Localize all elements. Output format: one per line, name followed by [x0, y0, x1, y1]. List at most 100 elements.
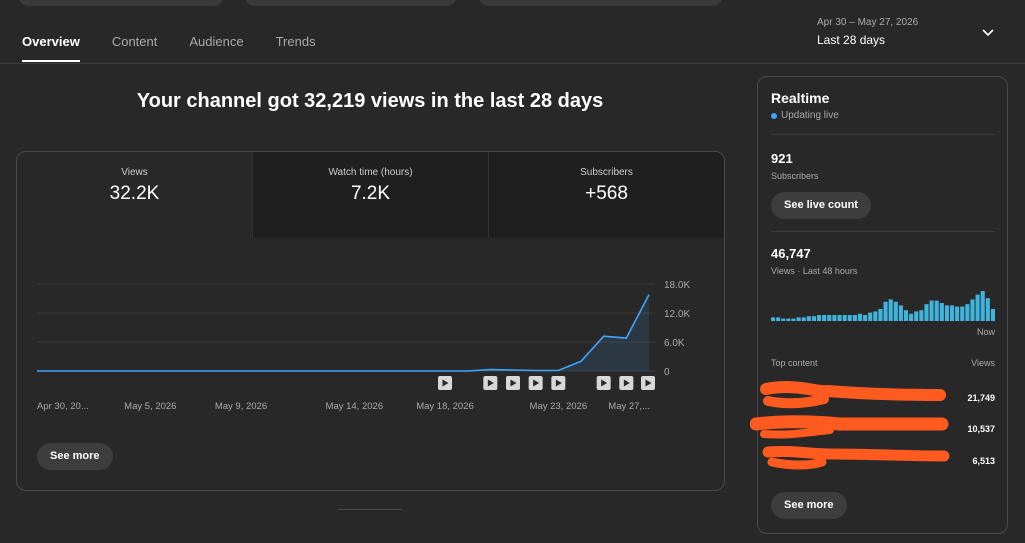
realtime-bar — [878, 309, 883, 321]
realtime-bar — [832, 315, 837, 321]
metric-tabs: Views 32.2K Watch time (hours) 7.2K Subs… — [17, 152, 724, 238]
metric-label: Watch time (hours) — [328, 167, 413, 178]
top-content-views: 6,513 — [972, 456, 995, 466]
x-tick-label: May 23, 2026 — [530, 401, 588, 412]
realtime-bar — [909, 313, 914, 321]
tab-trends[interactable]: Trends — [275, 34, 316, 49]
realtime-views-bar-chart — [771, 291, 995, 321]
realtime-card: Realtime Updating live 921 Subscribers S… — [750, 76, 1008, 534]
date-range-dates: Apr 30 – May 27, 2026 — [817, 17, 919, 28]
redaction-mark — [762, 445, 950, 470]
live-status-label: Updating live — [781, 110, 839, 121]
realtime-bar — [796, 317, 801, 321]
realtime-views-label: Views · Last 48 hours — [771, 266, 858, 276]
realtime-bar — [873, 311, 878, 321]
date-range-label: Last 28 days — [817, 33, 886, 47]
realtime-bar — [883, 301, 888, 321]
views-chart: 0 6.0K 12.0K 18.0K Apr 30, 20... May 5, 2026 M… — [37, 280, 690, 412]
top-content-header: Top content Views — [771, 358, 995, 368]
realtime-bar — [786, 318, 791, 321]
realtime-views-value: 46,747 — [771, 246, 811, 261]
x-tick-label: May 18, 2026 — [416, 401, 474, 412]
see-live-count-button[interactable]: See live count — [771, 192, 871, 219]
metric-value: +568 — [585, 183, 628, 204]
video-marker-icon[interactable] — [506, 376, 520, 390]
realtime-see-more-button[interactable]: See more — [771, 492, 847, 519]
realtime-bar — [949, 305, 955, 321]
scroll-indicator — [338, 509, 402, 510]
video-marker-icon[interactable] — [619, 376, 634, 390]
top-content-row[interactable]: 10,537 — [750, 415, 1007, 440]
realtime-bar — [801, 317, 806, 321]
top-filter-pill[interactable] — [244, 0, 457, 6]
realtime-bar — [985, 298, 990, 321]
realtime-bar — [868, 312, 873, 321]
tabs-divider — [0, 63, 1025, 64]
top-filter-pill[interactable] — [18, 0, 224, 6]
chevron-down-icon[interactable] — [980, 27, 996, 39]
realtime-bar — [822, 315, 827, 321]
redaction-mark — [750, 415, 949, 439]
realtime-bar — [811, 316, 817, 321]
see-more-button[interactable]: See more — [37, 443, 113, 470]
tab-overview[interactable]: Overview — [22, 34, 80, 62]
realtime-bar — [898, 305, 903, 321]
views-column-label: Views — [971, 358, 995, 368]
realtime-bar — [806, 316, 811, 321]
x-tick-label: May 14, 2026 — [326, 401, 384, 412]
video-marker-icon[interactable] — [551, 376, 566, 390]
tab-content[interactable]: Content — [111, 34, 158, 49]
realtime-bar — [965, 304, 970, 321]
x-tick-label: Apr 30, 20... — [37, 401, 89, 412]
date-range-selector[interactable]: Apr 30 – May 27, 2026 Last 28 days — [817, 17, 918, 47]
realtime-bar — [975, 294, 980, 321]
views-line — [37, 294, 650, 372]
realtime-bar — [955, 306, 960, 321]
y-tick-label: 18.0K — [664, 280, 690, 291]
metric-tab-watch-time[interactable]: Watch time (hours) 7.2K — [253, 152, 489, 238]
tab-bar: Overview Content Audience Trends — [22, 34, 316, 62]
realtime-bar — [934, 300, 939, 321]
video-marker-icon[interactable] — [596, 376, 611, 390]
realtime-bar — [929, 300, 934, 321]
redaction-mark — [760, 381, 946, 409]
video-marker-icon[interactable] — [528, 376, 543, 390]
realtime-bar — [781, 318, 786, 321]
realtime-subscribers-value: 921 — [771, 151, 793, 166]
realtime-bar — [924, 304, 929, 321]
top-filter-pill[interactable] — [478, 0, 723, 6]
live-dot-icon — [771, 112, 777, 119]
y-tick-label: 6.0K — [664, 338, 685, 349]
top-content-row[interactable]: 6,513 — [758, 445, 1007, 472]
realtime-bar — [893, 301, 898, 321]
realtime-bar — [857, 313, 863, 321]
realtime-bar — [970, 299, 975, 321]
top-content-label: Top content — [771, 358, 818, 368]
x-tick-label: May 27,... — [608, 401, 650, 412]
realtime-title: Realtime — [771, 90, 830, 106]
video-marker-icon[interactable] — [438, 376, 452, 390]
x-tick-label: May 9, 2026 — [215, 401, 267, 412]
realtime-subscribers-label: Subscribers — [771, 171, 819, 181]
realtime-bar — [960, 306, 965, 321]
metric-label: Subscribers — [580, 167, 633, 178]
metric-tab-subscribers[interactable]: Subscribers +568 — [489, 152, 724, 238]
metric-tab-views[interactable]: Views 32.2K — [17, 152, 253, 238]
realtime-bar — [847, 315, 852, 321]
tab-audience[interactable]: Audience — [189, 34, 244, 49]
realtime-bar — [827, 315, 832, 321]
realtime-bar — [863, 315, 868, 321]
top-content-row[interactable]: 21,749 — [758, 381, 1007, 409]
y-tick-label: 12.0K — [664, 309, 690, 320]
top-content-views: 21,749 — [967, 393, 995, 403]
realtime-bar — [771, 317, 776, 321]
video-marker-icon[interactable] — [483, 376, 498, 390]
page-headline: Your channel got 32,219 views in the las… — [136, 90, 604, 112]
realtime-live-status: Updating live — [771, 110, 839, 121]
realtime-bar — [888, 299, 893, 321]
realtime-bar — [842, 315, 847, 321]
metric-label: Views — [121, 167, 148, 178]
realtime-bar — [791, 318, 796, 321]
video-marker-icon[interactable] — [641, 376, 655, 390]
